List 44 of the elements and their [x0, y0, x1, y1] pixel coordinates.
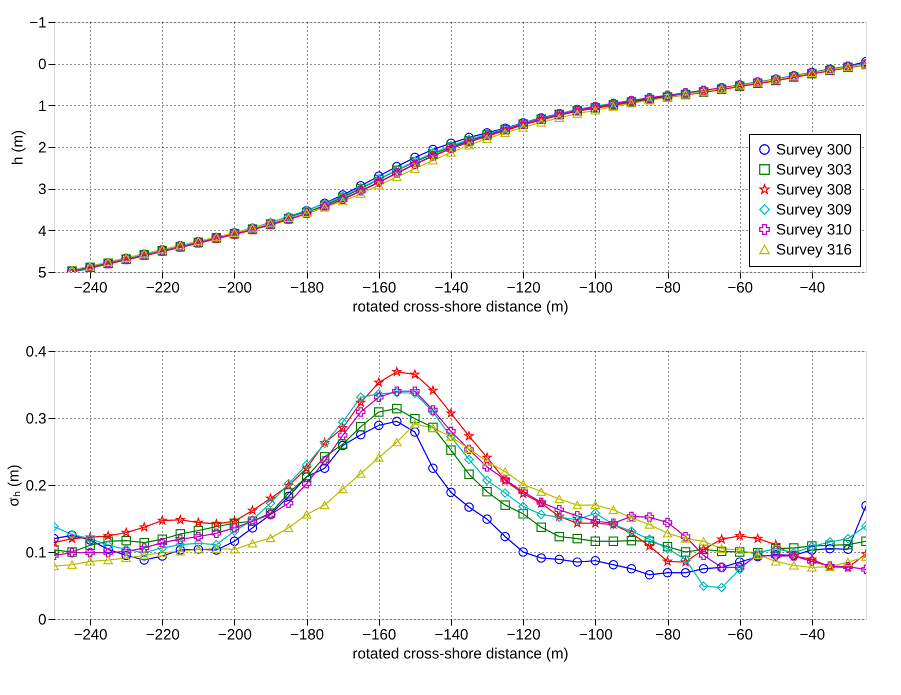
x-axis-title: rotated cross-shore distance (m) [352, 298, 568, 316]
y-tick-label: 0.1 [26, 544, 46, 562]
x-tick-label: −60 [727, 280, 753, 296]
y-tick-label: 0 [38, 612, 46, 628]
x-tick-label: −100 [578, 626, 613, 644]
x-tick-label: −80 [655, 280, 681, 296]
y-tick-label: 0.4 [26, 344, 46, 360]
x-tick-label: −80 [655, 626, 681, 644]
legend-label: Survey 308 [776, 182, 852, 198]
x-axis-title: rotated cross-shore distance (m) [352, 646, 568, 662]
y-tick-label: 0.2 [26, 478, 46, 494]
legend-label: Survey 300 [776, 142, 852, 158]
legend-label: Survey 303 [776, 162, 852, 178]
x-tick-label: −220 [146, 280, 180, 296]
x-tick-label: −140 [434, 280, 468, 296]
y-tick-label: 0 [38, 56, 46, 74]
y-tick-label: 1 [38, 98, 46, 115]
y-axis-title: h (m) [9, 130, 26, 165]
y-tick-label: 2 [38, 140, 46, 156]
x-tick-label: −60 [727, 626, 753, 644]
y-tick-label: 3 [38, 181, 46, 198]
x-tick-label: −40 [800, 280, 826, 296]
legend-label: Survey 316 [776, 242, 852, 258]
x-tick-label: −180 [290, 280, 324, 296]
x-tick-label: −100 [578, 280, 613, 296]
legend-label: Survey 309 [776, 202, 852, 218]
x-tick-label: −160 [362, 280, 396, 296]
y-axis-title: σₕ (m) [6, 464, 23, 506]
x-tick-label: −120 [506, 626, 541, 644]
x-tick-label: −240 [74, 626, 108, 644]
x-tick-label: −140 [434, 626, 468, 644]
x-tick-label: −220 [146, 626, 180, 644]
y-tick-label: 0.3 [26, 410, 46, 428]
y-tick-label: 4 [38, 222, 46, 240]
y-tick-label: 5 [38, 264, 46, 282]
y-tick-label: −1 [29, 14, 46, 32]
x-tick-label: −240 [74, 280, 108, 296]
x-tick-label: −160 [362, 626, 396, 644]
legend-label: Survey 310 [776, 222, 852, 238]
x-tick-label: −40 [800, 626, 826, 644]
x-tick-label: −200 [218, 280, 252, 296]
x-tick-label: −120 [506, 280, 541, 296]
x-tick-label: −180 [290, 626, 324, 644]
x-tick-label: −200 [218, 626, 252, 644]
